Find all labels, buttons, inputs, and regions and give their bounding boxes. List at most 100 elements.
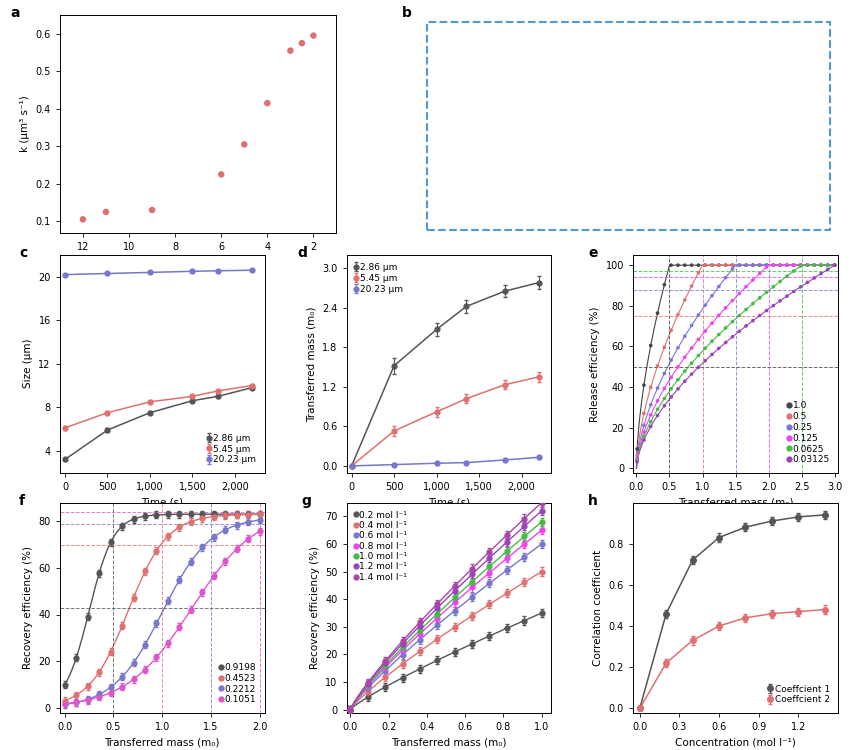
Point	[284, 45, 298, 57]
Point	[671, 260, 685, 272]
Point	[807, 260, 821, 272]
X-axis label: Solid–liquid mass ratio: Solid–liquid mass ratio	[139, 257, 257, 267]
Point	[678, 330, 692, 342]
Point	[644, 409, 657, 421]
Point	[821, 260, 834, 272]
Point	[637, 426, 651, 438]
Legend: 0.2 mol l⁻¹, 0.4 mol l⁻¹, 0.6 mol l⁻¹, 0.8 mol l⁻¹, 1.0 mol l⁻¹, 1.2 mol l⁻¹, 1.: 0.2 mol l⁻¹, 0.4 mol l⁻¹, 0.6 mol l⁻¹, 0…	[351, 507, 410, 585]
X-axis label: Time (s): Time (s)	[141, 497, 183, 507]
X-axis label: Transferred mass (m₀): Transferred mass (m₀)	[391, 737, 507, 747]
Point	[780, 260, 793, 272]
Y-axis label: Recovery efficiency (%): Recovery efficiency (%)	[23, 546, 32, 669]
Point	[630, 456, 644, 468]
Point	[719, 302, 733, 313]
Point	[807, 272, 821, 284]
Point	[664, 371, 678, 383]
Point	[692, 267, 705, 279]
Point	[753, 260, 767, 272]
Point	[793, 260, 807, 272]
Point	[814, 260, 828, 272]
Point	[678, 351, 692, 363]
Point	[651, 382, 664, 394]
Point	[726, 331, 740, 343]
Legend: 1.0, 0.5, 0.25, 0.125, 0.0625, 0.03125: 1.0, 0.5, 0.25, 0.125, 0.0625, 0.03125	[784, 398, 834, 468]
Point	[657, 279, 671, 291]
Point	[821, 260, 834, 272]
Point	[657, 368, 671, 380]
Point	[766, 260, 780, 272]
Text: b: b	[402, 6, 412, 20]
Point	[671, 382, 685, 394]
Point	[238, 138, 251, 150]
Point	[773, 260, 787, 272]
Point	[637, 379, 651, 391]
Point	[746, 315, 760, 327]
Point	[630, 452, 644, 464]
Point	[733, 310, 746, 322]
Point	[692, 309, 705, 321]
Point	[828, 260, 841, 272]
Point	[637, 434, 651, 446]
Point	[692, 334, 705, 346]
Text: d: d	[298, 246, 307, 260]
Point	[705, 260, 719, 272]
Point	[753, 268, 767, 280]
Point	[759, 304, 773, 316]
Point	[637, 419, 651, 431]
Point	[759, 261, 773, 273]
Point	[740, 280, 753, 292]
Point	[740, 304, 753, 316]
Y-axis label: Size (μm): Size (μm)	[23, 339, 32, 388]
Point	[828, 260, 841, 272]
Point	[814, 260, 828, 272]
Point	[787, 265, 800, 277]
Point	[828, 260, 841, 272]
Point	[644, 381, 657, 393]
Point	[787, 260, 800, 272]
Point	[773, 260, 787, 272]
Y-axis label: k (μm³ s⁻¹): k (μm³ s⁻¹)	[20, 95, 30, 152]
Point	[637, 430, 651, 442]
Point	[685, 320, 699, 332]
Point	[773, 260, 787, 272]
Point	[712, 280, 726, 292]
Legend: 2.86 μm, 5.45 μm, 20.23 μm: 2.86 μm, 5.45 μm, 20.23 μm	[204, 430, 260, 468]
Point	[678, 294, 692, 306]
Point	[814, 260, 828, 272]
Point	[705, 317, 719, 329]
Point	[699, 260, 712, 272]
Point	[759, 260, 773, 272]
Y-axis label: Correlation coefficient: Correlation coefficient	[593, 550, 603, 665]
Point	[807, 260, 821, 272]
Point	[787, 260, 800, 272]
Point	[651, 360, 664, 372]
Point	[712, 309, 726, 321]
Point	[800, 277, 814, 289]
Point	[800, 260, 814, 272]
Point	[740, 260, 753, 272]
Point	[644, 340, 657, 352]
Point	[719, 322, 733, 334]
Point	[746, 298, 760, 310]
Point	[740, 260, 753, 272]
Point	[726, 260, 740, 272]
Point	[719, 337, 733, 349]
Point	[793, 281, 807, 293]
Y-axis label: Transferred mass (m₀): Transferred mass (m₀)	[307, 306, 316, 422]
Point	[671, 374, 685, 386]
Point	[664, 382, 678, 394]
Legend: 0.9198, 0.4523, 0.2212, 0.1051: 0.9198, 0.4523, 0.2212, 0.1051	[216, 659, 260, 708]
Point	[295, 37, 309, 50]
Point	[699, 260, 712, 272]
Point	[753, 260, 767, 272]
Legend: 2.86 μm, 5.45 μm, 20.23 μm: 2.86 μm, 5.45 μm, 20.23 μm	[351, 260, 407, 297]
Point	[787, 260, 800, 272]
Point	[740, 320, 753, 332]
Y-axis label: Release efficiency (%): Release efficiency (%)	[590, 306, 600, 422]
Point	[712, 260, 726, 272]
Point	[726, 260, 740, 272]
Point	[787, 286, 800, 298]
Point	[780, 290, 793, 302]
Point	[800, 260, 814, 272]
Text: g: g	[302, 494, 311, 508]
